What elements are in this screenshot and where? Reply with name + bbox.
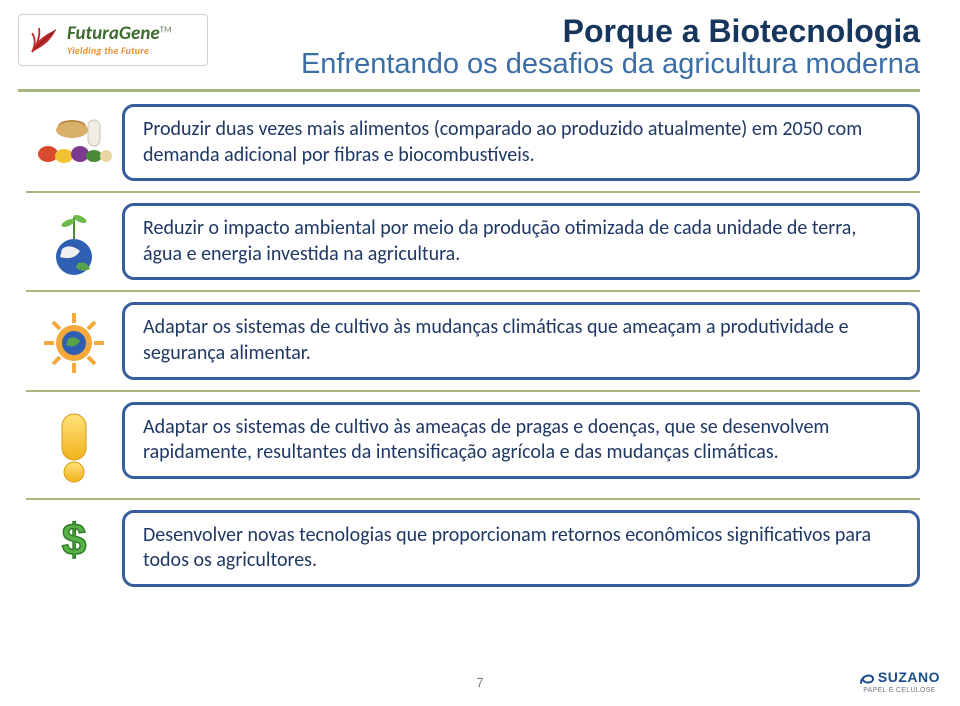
svg-text:$: $ <box>62 516 87 565</box>
logo-trademark: TM <box>160 24 172 35</box>
footer-subline: PAPEL E CELULOSE <box>859 687 940 694</box>
suzano-swirl-icon <box>859 671 875 685</box>
page-number: 7 <box>476 675 483 690</box>
info-row: Reduzir o impacto ambiental por meio da … <box>26 203 920 280</box>
row-icon-cell: $ <box>26 510 122 566</box>
logo-mark-icon <box>27 23 61 57</box>
row-icon-cell <box>26 104 122 170</box>
warning-icon <box>32 408 116 488</box>
row-icon-cell <box>26 402 122 488</box>
info-text: Desenvolver novas tecnologias que propor… <box>143 523 871 573</box>
info-box: Adaptar os sistemas de cultivo às ameaça… <box>122 402 920 479</box>
footer-brand: SUZANO <box>878 669 940 685</box>
info-text: Reduzir o impacto ambiental por meio da … <box>143 216 856 266</box>
info-row: Adaptar os sistemas de cultivo às ameaça… <box>26 402 920 488</box>
sun-earth-icon <box>32 308 116 378</box>
row-icon-cell <box>26 302 122 378</box>
plant-earth-icon <box>32 209 116 279</box>
dollar-icon: $ <box>44 516 104 566</box>
food-icon <box>32 110 116 170</box>
page-title: Porque a Biotecnologia <box>228 14 920 49</box>
logo-tagline: Yielding the Future <box>67 44 172 57</box>
info-text: Adaptar os sistemas de cultivo às mudanç… <box>143 315 849 365</box>
info-text: Produzir duas vezes mais alimentos (comp… <box>143 117 862 167</box>
info-text: Adaptar os sistemas de cultivo às ameaça… <box>143 415 829 465</box>
content-area: Produzir duas vezes mais alimentos (comp… <box>0 92 960 587</box>
row-icon-cell <box>26 203 122 279</box>
info-box: Desenvolver novas tecnologias que propor… <box>122 510 920 587</box>
info-box: Adaptar os sistemas de cultivo às mudanç… <box>122 302 920 379</box>
page-subtitle: Enfrentando os desafios da agricultura m… <box>228 49 920 81</box>
info-row: $ Desenvolver novas tecnologias que prop… <box>26 510 920 587</box>
footer-logo-suzano: SUZANO PAPEL E CELULOSE <box>859 669 940 694</box>
row-separator <box>26 290 920 292</box>
info-box: Produzir duas vezes mais alimentos (comp… <box>122 104 920 181</box>
info-box: Reduzir o impacto ambiental por meio da … <box>122 203 920 280</box>
header: FuturaGeneTM Yielding the Future Porque … <box>0 0 960 81</box>
info-row: Produzir duas vezes mais alimentos (comp… <box>26 104 920 181</box>
row-separator <box>26 191 920 193</box>
row-separator <box>26 498 920 500</box>
logo-name: FuturaGene <box>67 22 160 45</box>
info-row: Adaptar os sistemas de cultivo às mudanç… <box>26 302 920 379</box>
logo-futuragene: FuturaGeneTM Yielding the Future <box>18 14 208 66</box>
row-separator <box>26 390 920 392</box>
